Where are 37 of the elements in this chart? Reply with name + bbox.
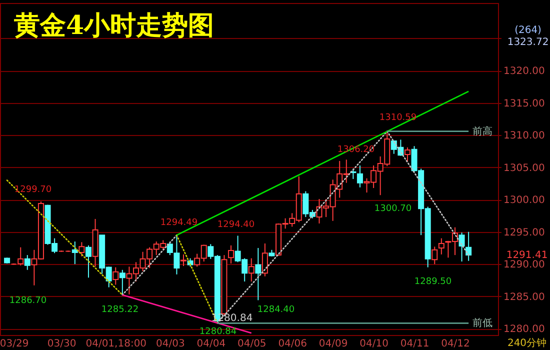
y-tick-label: 1285.00 bbox=[504, 292, 545, 303]
x-tick-label: 04/05 bbox=[237, 338, 266, 350]
y-tick-label: 1295.00 bbox=[504, 227, 545, 238]
series-label: 前低 bbox=[472, 317, 493, 330]
y-tick-label: 1300.00 bbox=[504, 195, 545, 206]
y-tick-label: 1310.00 bbox=[504, 130, 545, 142]
y-tick-label: 1320.00 bbox=[504, 66, 545, 78]
y-tick-label: 1315.00 bbox=[504, 98, 545, 110]
x-tick-label: 04/09 bbox=[318, 338, 348, 350]
annotation: 1289.50 bbox=[414, 277, 452, 287]
text: (264) bbox=[514, 25, 542, 36]
annotation: 1294.49 bbox=[160, 218, 198, 228]
y-tick-label: 1280.00 bbox=[504, 324, 545, 336]
annotation: 1299.70 bbox=[14, 185, 52, 195]
series-label: 前高 bbox=[472, 125, 493, 138]
annotation: 1294.40 bbox=[217, 220, 255, 230]
x-tick-label: 04/06 bbox=[278, 338, 308, 350]
annotation: 1284.40 bbox=[257, 305, 295, 315]
chart-title: 黄金4小时走势图 bbox=[13, 11, 214, 41]
y-tick-label: 1290.00 bbox=[504, 260, 545, 271]
x-tick-label: 04/01,18:00 bbox=[86, 338, 147, 350]
annotation: 1286.70 bbox=[9, 296, 47, 306]
annotation: 1285.22 bbox=[101, 305, 139, 315]
annotation: 1280.84 bbox=[199, 327, 237, 337]
x-tick-label: 04/12 bbox=[441, 338, 470, 350]
x-tick-label: 04/10 bbox=[360, 338, 388, 350]
x-tick-label: 04/11 bbox=[400, 338, 430, 350]
text: 240分钟 bbox=[507, 337, 547, 349]
annotation: 1300.70 bbox=[374, 204, 412, 214]
y-tick-label: 1305.00 bbox=[504, 162, 545, 174]
x-tick-label: 03/30 bbox=[47, 338, 76, 350]
text: 1291.41 bbox=[506, 250, 548, 261]
x-tick-label: 04/04 bbox=[196, 338, 226, 350]
x-tick-label: 03/29 bbox=[0, 338, 29, 350]
x-tick-label: 04/03 bbox=[156, 338, 185, 350]
annotation: 1310.59 bbox=[379, 113, 417, 123]
text: 1323.72 bbox=[507, 37, 549, 48]
